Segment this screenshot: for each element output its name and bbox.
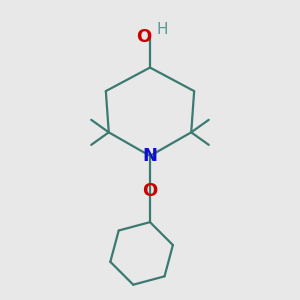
Text: O: O: [142, 182, 158, 200]
Text: N: N: [142, 147, 158, 165]
Text: O: O: [136, 28, 151, 46]
Text: H: H: [157, 22, 168, 37]
